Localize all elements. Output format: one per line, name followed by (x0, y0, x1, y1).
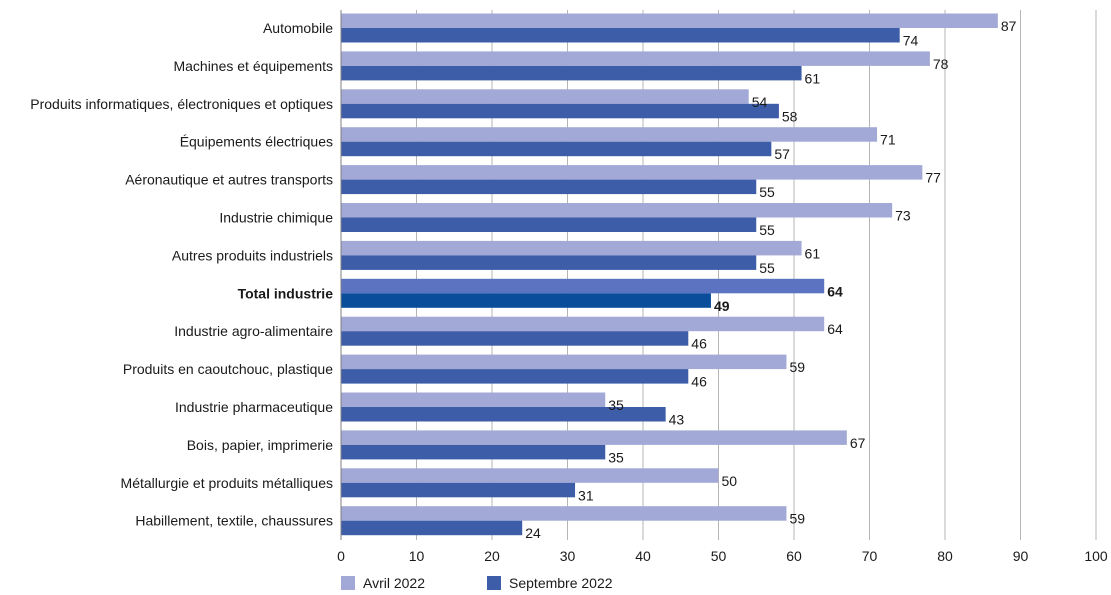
category-label: Produits en caoutchouc, plastique (123, 361, 333, 377)
category-label: Autres produits industriels (172, 247, 333, 263)
x-tick-label: 80 (937, 548, 953, 564)
bar-april (341, 354, 787, 370)
data-label: 77 (925, 170, 941, 186)
bar-september (341, 65, 802, 81)
legend-swatch-april (341, 576, 355, 590)
bar-april (341, 13, 998, 28)
legend-label-september: Septembre 2022 (509, 575, 613, 591)
data-label: 35 (608, 449, 624, 465)
category-label: Produits informatiques, électroniques et… (30, 96, 333, 112)
legend-label-april: Avril 2022 (363, 575, 426, 591)
data-label: 61 (805, 70, 821, 86)
bar-september (341, 407, 666, 422)
x-tick-label: 40 (635, 548, 651, 564)
data-label: 78 (933, 56, 949, 72)
data-label: 64 (827, 321, 843, 337)
bar-april (341, 316, 825, 332)
data-label: 74 (903, 33, 919, 49)
bar-september (341, 103, 779, 119)
data-label: 59 (789, 359, 805, 375)
category-label: Métallurgie et produits métalliques (121, 475, 333, 491)
bar-april (341, 468, 719, 483)
bar-september (341, 331, 689, 346)
legend-item-september: Septembre 2022 (487, 575, 613, 591)
data-label: 31 (578, 487, 594, 503)
data-label: 49 (714, 298, 730, 314)
x-tick-label: 70 (862, 548, 878, 564)
bars (341, 13, 998, 536)
data-label: 50 (722, 473, 738, 489)
bar-september (341, 369, 689, 384)
category-label: Bois, papier, imprimerie (187, 437, 333, 453)
x-tick-label: 50 (711, 548, 727, 564)
data-label: 46 (691, 374, 707, 390)
x-tick-label: 10 (409, 548, 425, 564)
category-label: Machines et équipements (173, 58, 333, 74)
data-label: 24 (525, 525, 541, 541)
bar-september (341, 293, 711, 308)
data-label: 46 (691, 336, 707, 352)
data-label: 64 (827, 283, 843, 299)
data-label: 55 (759, 260, 775, 276)
bar-april (341, 203, 893, 218)
bar-september (341, 217, 757, 232)
data-label: 35 (608, 397, 624, 413)
category-label: Aéronautique et autres transports (125, 172, 333, 188)
category-label: Industrie chimique (219, 210, 333, 226)
legend: Avril 2022 Septembre 2022 (341, 575, 675, 591)
data-label: 73 (895, 208, 911, 224)
data-label: 71 (880, 132, 896, 148)
category-label: Équipements électriques (180, 134, 333, 150)
bar-april (341, 392, 606, 407)
bar-april (341, 89, 749, 104)
data-label: 58 (782, 108, 798, 124)
data-label: 87 (1001, 18, 1017, 34)
bar-september (341, 179, 757, 195)
category-labels: Automobile Machines et équipements Produit… (30, 20, 333, 529)
data-label: 55 (759, 222, 775, 238)
x-tick-label: 30 (560, 548, 576, 564)
x-tick-label: 60 (786, 548, 802, 564)
legend-swatch-september (487, 576, 502, 590)
bar-september (341, 255, 757, 270)
legend-item-april: Avril 2022 (341, 575, 425, 591)
bar-april (341, 278, 825, 294)
bar-september (341, 444, 606, 460)
bar-april (341, 51, 930, 66)
data-label: 55 (759, 184, 775, 200)
category-label: Total industrie (238, 285, 334, 301)
data-label: 67 (850, 435, 866, 451)
x-tick-label: 100 (1084, 548, 1108, 564)
data-label: 61 (805, 245, 821, 261)
x-tick-label: 90 (1013, 548, 1029, 564)
bar-april (341, 506, 787, 521)
x-tick-labels: 0 10 20 30 40 50 60 70 80 90 100 (337, 548, 1108, 564)
category-label: Industrie agro-alimentaire (174, 323, 333, 339)
data-label: 54 (752, 94, 768, 110)
bar-april (341, 240, 802, 256)
bar-september (341, 520, 523, 536)
bar-april (341, 430, 847, 445)
bar-september (341, 482, 576, 498)
data-label: 57 (774, 146, 790, 162)
x-tick-label: 0 (337, 548, 345, 564)
category-label: Habillement, textile, chaussures (135, 513, 333, 529)
bar-april (341, 165, 923, 180)
category-label: Industrie pharmaceutique (175, 399, 333, 415)
category-label: Automobile (263, 20, 333, 36)
bar-september (341, 141, 772, 157)
bar-april (341, 127, 878, 142)
data-labels: 87 74 78 61 54 58 71 57 77 55 73 55 61 55 64 49 64 46 59 46… (525, 18, 1016, 541)
x-tick-label: 20 (484, 548, 500, 564)
data-label: 59 (789, 511, 805, 527)
bar-september (341, 28, 900, 43)
data-label: 43 (669, 412, 685, 428)
